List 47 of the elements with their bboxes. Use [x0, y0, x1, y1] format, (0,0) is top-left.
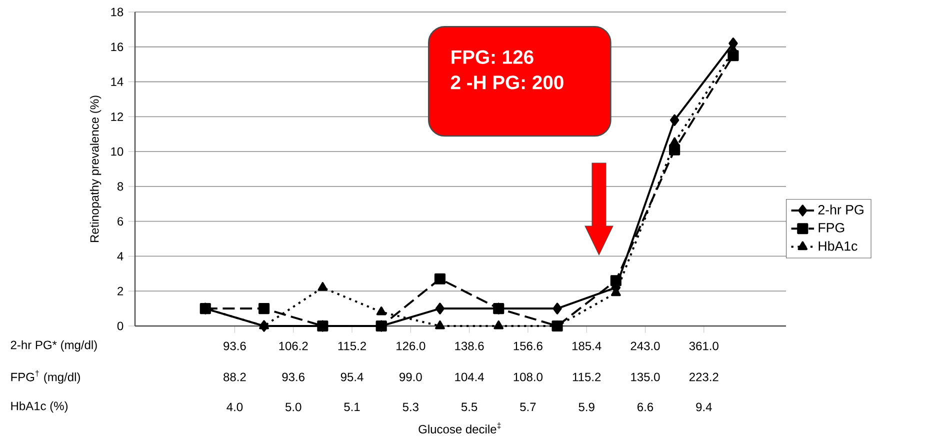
text: 108.0	[514, 372, 542, 382]
y-tick-label: 10	[111, 147, 124, 156]
legend-label: HbA1c	[818, 240, 858, 251]
text: 126.0	[396, 342, 426, 350]
text: 115.2	[338, 342, 366, 350]
y-tick-label: 16	[111, 42, 124, 52]
text: 104.4	[455, 372, 484, 382]
text: 361.0	[689, 342, 718, 350]
text: 5.5	[461, 402, 478, 412]
text: 243.0	[630, 342, 660, 350]
text: 115.2	[572, 372, 601, 382]
text: 4.0	[226, 402, 243, 412]
y-tick-label: 4	[117, 252, 124, 260]
text: 5.0	[285, 402, 302, 412]
legend-label: 2-hr PG	[818, 204, 864, 214]
text: HbA1c (%)	[11, 401, 68, 413]
text: 5.3	[402, 402, 418, 412]
text: 93.6	[282, 372, 304, 382]
y-tick-label: 12	[111, 112, 124, 121]
text: 2-hr PG* (mg/dl)	[10, 340, 97, 352]
text: 106.2	[279, 342, 308, 350]
text: 5.7	[520, 402, 536, 412]
text: 138.6	[455, 342, 484, 350]
text: 5.1	[344, 402, 360, 412]
text: 185.4	[572, 342, 602, 350]
y-tick-label: 2	[118, 286, 124, 296]
text: 5.9	[578, 402, 594, 412]
annotation: 2 -H PG: 200	[450, 76, 564, 90]
legend-label: FPG	[818, 223, 844, 232]
y-tick-label: 0	[117, 322, 124, 330]
y-tick-label: 8	[117, 182, 124, 191]
text: 223.2	[689, 372, 718, 382]
y-axis-title: Retinopathy prevalence (%)	[90, 96, 102, 242]
text: 88.2	[224, 372, 246, 382]
text: 135.0	[631, 372, 660, 382]
text: 99.0	[400, 372, 422, 382]
y-tick-label: 18	[111, 8, 124, 16]
text: 156.6	[514, 342, 542, 350]
text: 9.4	[696, 402, 712, 412]
text: 93.6	[224, 342, 246, 350]
y-tick-label: 6	[118, 217, 124, 226]
text: 95.4	[340, 372, 364, 382]
text: Glucose decile$^{‡}$	[418, 422, 501, 434]
text: FPG$^{†}$ (mg/dl)	[11, 370, 80, 384]
text: 6.6	[638, 402, 654, 412]
y-tick-label: 14	[111, 78, 124, 86]
annotation: FPG: 126	[452, 50, 534, 64]
